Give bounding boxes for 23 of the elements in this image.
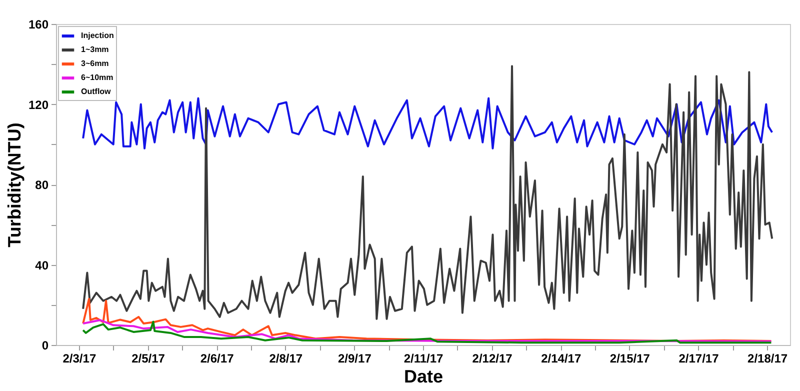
legend-label: 6~10mm bbox=[81, 73, 114, 82]
y-tick-label: 160 bbox=[28, 18, 49, 32]
x-tick-label: 2/15/17 bbox=[610, 352, 650, 366]
y-tick-label: 40 bbox=[35, 258, 49, 272]
y-tick-label: 80 bbox=[35, 178, 49, 192]
x-tick-label: 2/3/17 bbox=[62, 352, 96, 366]
x-tick-label: 2/11/17 bbox=[404, 352, 444, 366]
y-axis-title: Turbidity(NTU) bbox=[4, 122, 24, 248]
x-tick-label: 2/12/17 bbox=[472, 352, 513, 366]
legend-label: Outflow bbox=[81, 87, 112, 96]
legend-label: 1~3mm bbox=[81, 45, 109, 54]
x-tick-label: 2/9/17 bbox=[338, 352, 372, 366]
x-tick-label: 2/18/17 bbox=[748, 352, 788, 366]
y-tick-label: 0 bbox=[42, 338, 49, 352]
x-tick-label: 2/8/17 bbox=[269, 352, 303, 366]
y-tick-label: 120 bbox=[28, 98, 49, 112]
legend-label: Injection bbox=[81, 31, 114, 40]
x-tick-label: 2/6/17 bbox=[200, 352, 234, 366]
legend-label: 3~6mm bbox=[81, 59, 109, 68]
x-axis-title: Date bbox=[404, 366, 444, 386]
x-tick-label: 2/5/17 bbox=[132, 352, 166, 366]
x-tick-label: 2/17/17 bbox=[678, 352, 720, 366]
x-tick-label: 2/14/17 bbox=[541, 352, 582, 366]
